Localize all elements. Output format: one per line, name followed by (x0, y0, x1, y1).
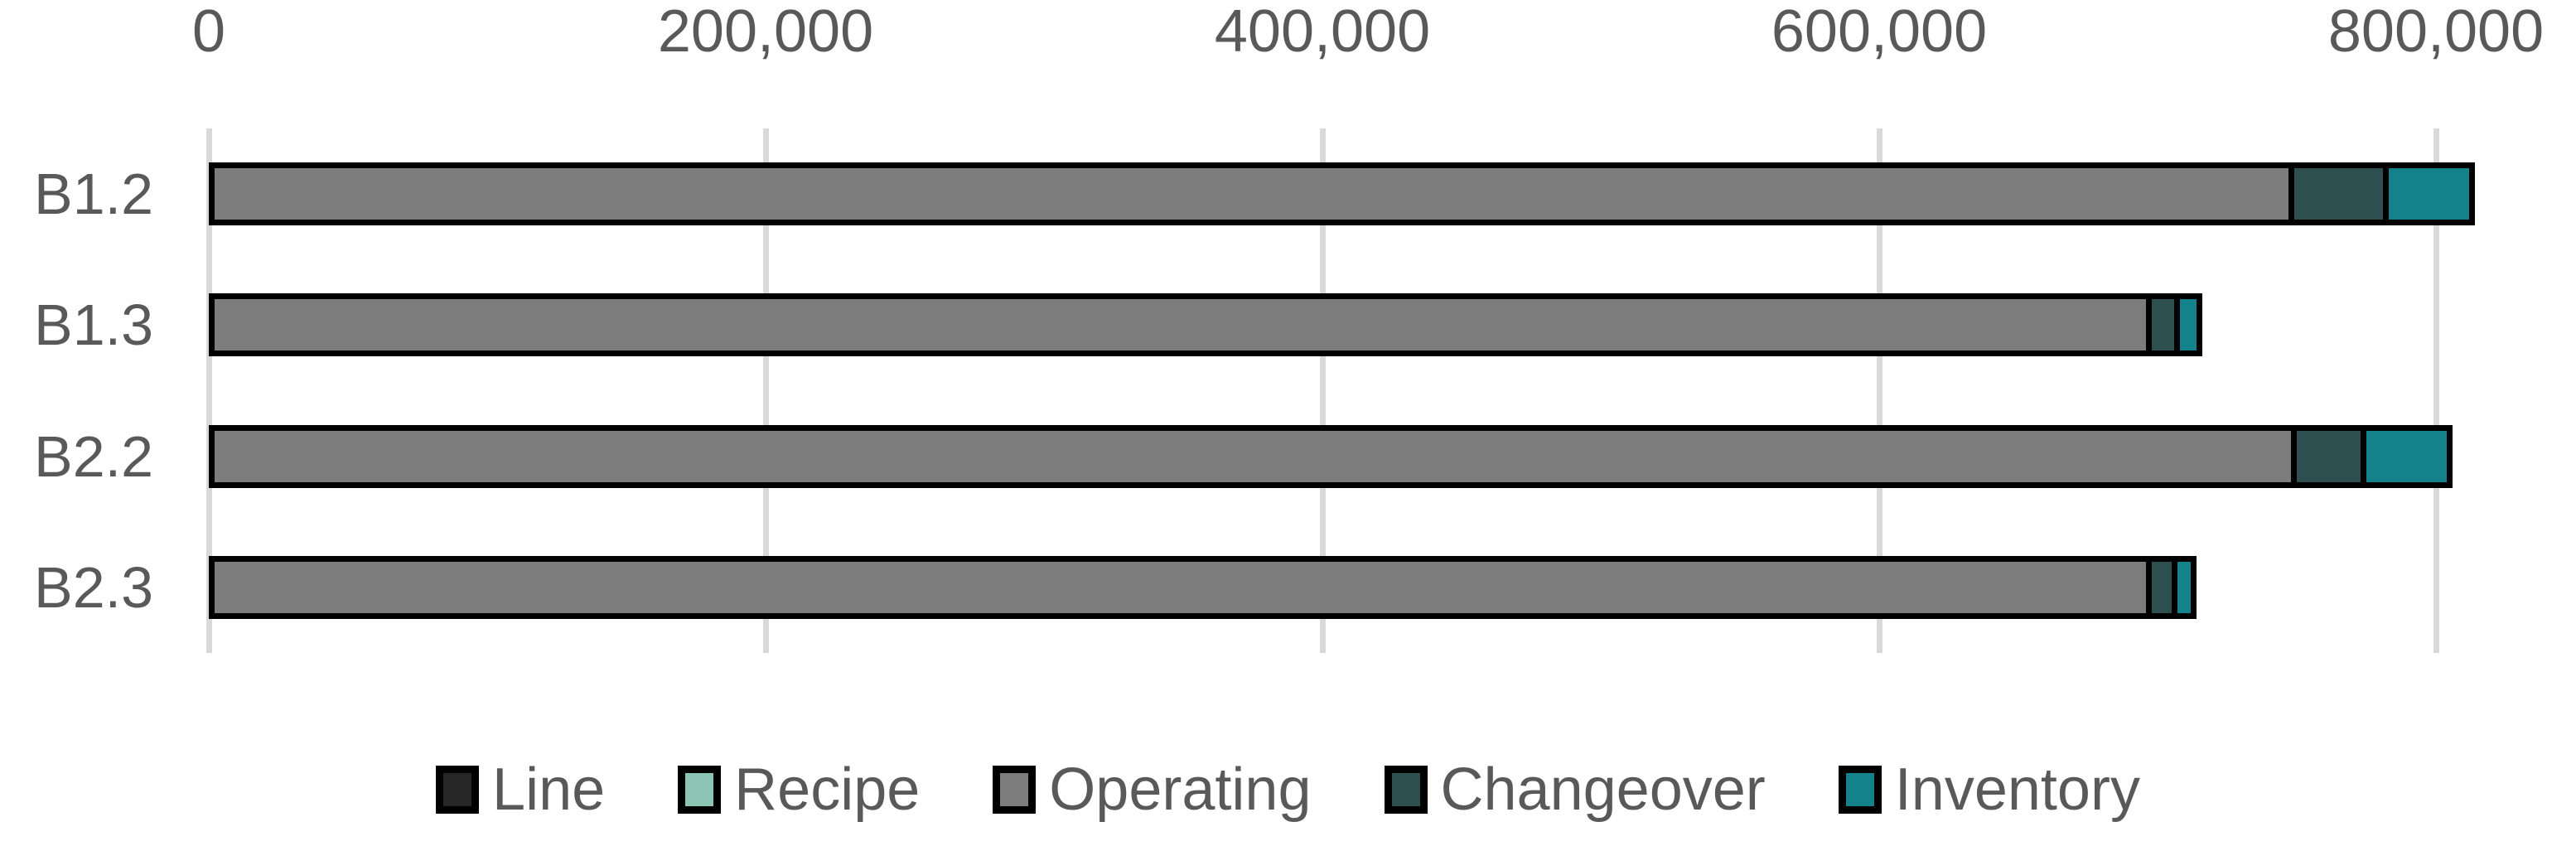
legend-item-operating: Operating (993, 756, 1312, 823)
category-label: B1.3 (34, 292, 153, 358)
bar-segment-inventory-b1.2 (2382, 162, 2476, 226)
bar-segment-operating-b1.3 (209, 293, 2153, 357)
gridline (1876, 128, 1882, 653)
bar-segment-operating-b1.2 (209, 162, 2294, 226)
y-axis-line (205, 128, 212, 653)
legend-label: Inventory (1894, 756, 2140, 823)
legend-item-changeover: Changeover (1384, 756, 1766, 823)
legend-label: Recipe (734, 756, 921, 823)
category-label: B1.2 (34, 162, 153, 227)
legend-swatch-icon (1384, 765, 1428, 814)
bar-segment-operating-b2.2 (209, 424, 2297, 488)
legend-swatch-icon (1838, 765, 1882, 814)
legend: Line Recipe Operating Changeover Inventory (0, 750, 2576, 829)
legend-item-recipe: Recipe (678, 757, 920, 823)
gridline (762, 128, 769, 653)
gridline (2433, 128, 2439, 653)
legend-swatch-icon (678, 765, 722, 814)
gridline (1319, 128, 1326, 653)
legend-swatch-icon (993, 765, 1037, 814)
bar-segment-inventory-b1.3 (2173, 293, 2202, 357)
bar-segment-changeover-b1.2 (2288, 162, 2389, 226)
legend-label: Operating (1049, 756, 1312, 823)
bar-segment-inventory-b2.3 (2171, 555, 2197, 619)
legend-item-line: Line (436, 757, 605, 823)
x-tick-label: 0 (191, 0, 226, 65)
legend-item-inventory: Inventory (1838, 756, 2140, 823)
legend-label: Changeover (1440, 756, 1766, 823)
legend-swatch-icon (436, 765, 480, 814)
x-tick-label: 600,000 (1771, 0, 1988, 65)
x-tick-label: 800,000 (2327, 0, 2545, 65)
x-tick-label: 400,000 (1214, 0, 1431, 65)
category-label: B2.2 (34, 423, 153, 489)
bar-segment-operating-b2.3 (209, 555, 2153, 619)
bar-segment-inventory-b2.2 (2361, 424, 2453, 488)
bar-segment-changeover-b2.2 (2291, 424, 2366, 488)
category-label: B2.3 (34, 554, 153, 620)
legend-label: Line (492, 756, 606, 823)
x-tick-label: 200,000 (657, 0, 874, 65)
